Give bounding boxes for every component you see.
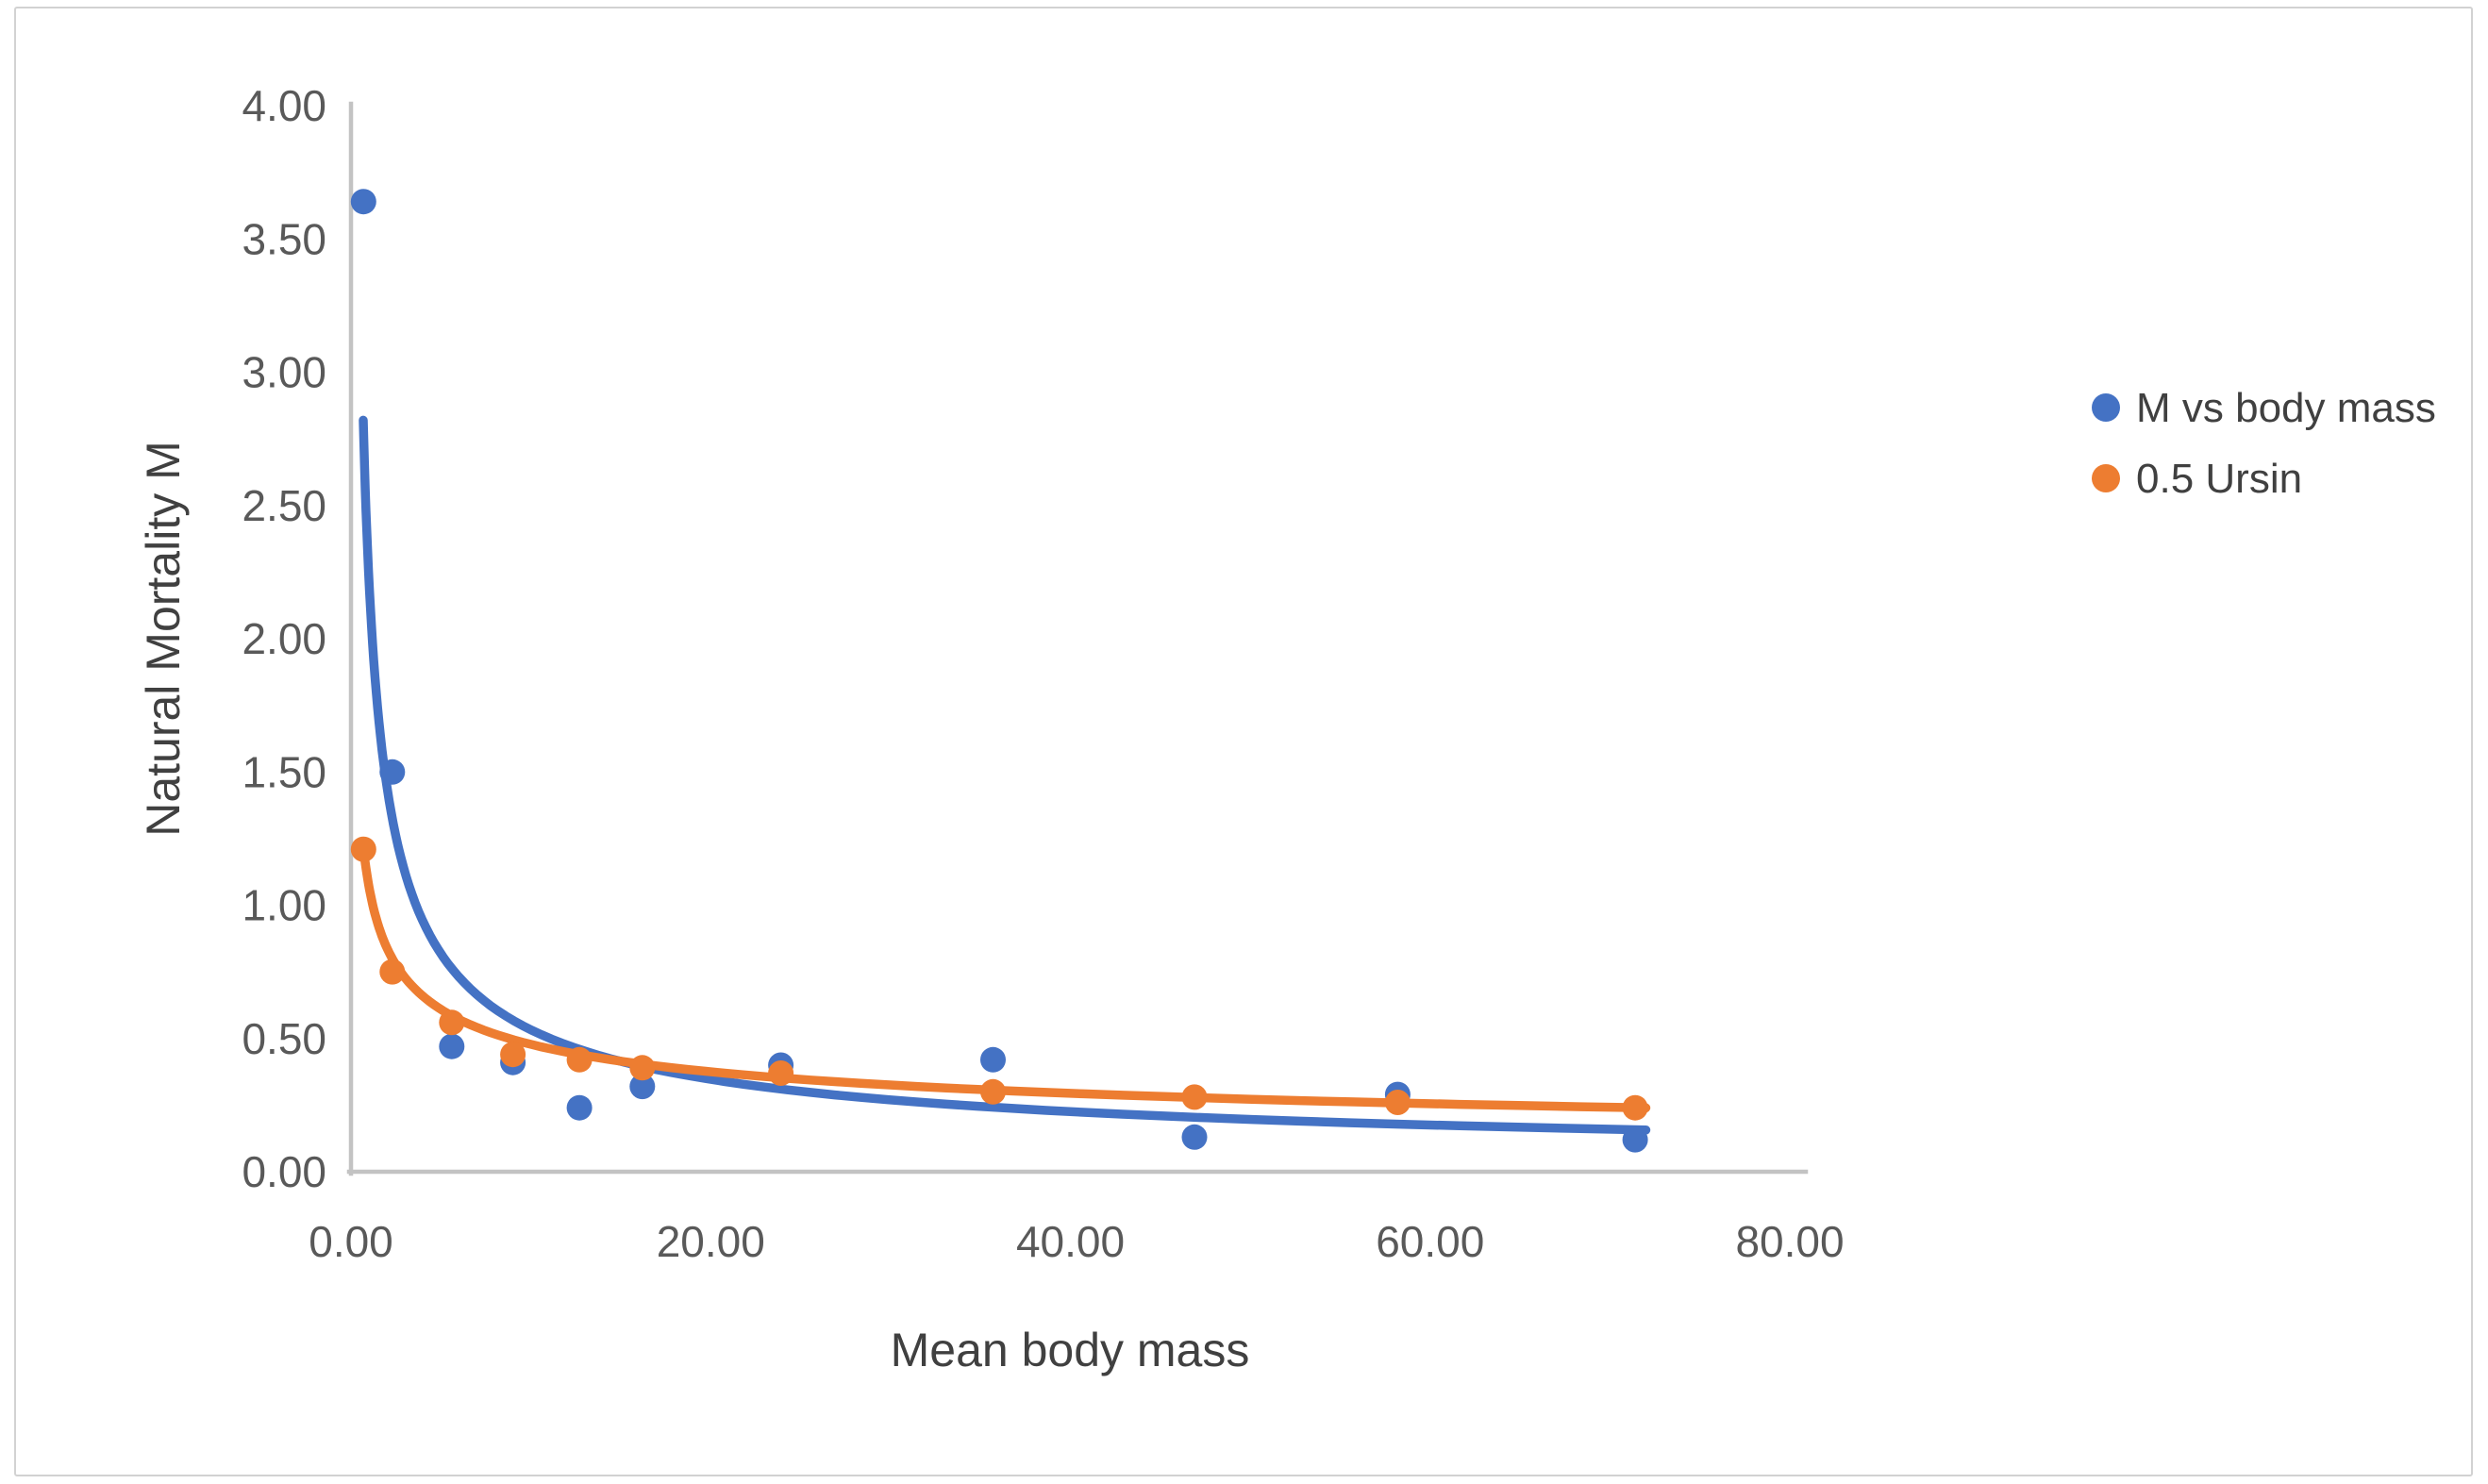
data-point[interactable] (1181, 1124, 1208, 1150)
data-point[interactable] (439, 1009, 465, 1036)
legend-label: M vs body mass (2136, 385, 2436, 431)
y-tick-label: 2.00 (242, 614, 326, 663)
data-point[interactable] (629, 1074, 656, 1100)
x-tick-label: 80.00 (1735, 1217, 1844, 1266)
y-tick-label: 0.50 (242, 1014, 326, 1063)
y-tick-label: 1.50 (242, 747, 326, 796)
legend-marker-blue-dot-icon (2092, 393, 2120, 422)
data-point[interactable] (980, 1078, 1006, 1105)
data-point[interactable] (768, 1060, 794, 1086)
x-tick-label: 20.00 (657, 1217, 765, 1266)
data-point[interactable] (500, 1042, 526, 1068)
x-tick-label: 40.00 (1016, 1217, 1125, 1266)
y-tick-label: 2.50 (242, 481, 326, 530)
data-point[interactable] (1181, 1084, 1208, 1110)
y-tick-label: 4.00 (242, 81, 326, 130)
chart-border (14, 7, 2473, 1476)
x-tick-label: 0.00 (309, 1217, 393, 1266)
plot-region (350, 189, 1651, 1153)
x-axis-tick-labels: 0.00 20.00 40.00 60.00 80.00 (309, 1217, 1844, 1266)
data-point[interactable] (1384, 1090, 1411, 1115)
x-axis-title: Mean body mass (891, 1324, 1250, 1376)
data-point[interactable] (350, 836, 376, 862)
data-point[interactable] (1622, 1094, 1648, 1121)
data-point[interactable] (439, 1033, 465, 1059)
legend-item-m-vs-body-mass[interactable]: M vs body mass (2092, 385, 2436, 431)
legend: M vs body mass 0.5 Ursin (2092, 385, 2436, 502)
y-tick-label: 1.00 (242, 881, 326, 930)
data-point[interactable] (350, 189, 376, 215)
y-tick-label: 3.00 (242, 348, 326, 397)
data-point[interactable] (566, 1046, 593, 1073)
y-axis-title: Natural Mortality M (137, 441, 190, 837)
data-point[interactable] (1622, 1126, 1648, 1153)
data-point[interactable] (379, 759, 406, 785)
legend-marker-orange-dot-icon (2092, 464, 2120, 492)
y-tick-label: 0.00 (242, 1147, 326, 1196)
legend-label: 0.5 Ursin (2136, 456, 2302, 502)
data-point[interactable] (379, 959, 406, 985)
y-axis-tick-labels: 0.00 0.50 1.00 1.50 2.00 2.50 3.00 3.50 4.00 (242, 81, 326, 1196)
trendline-blue (359, 415, 1651, 1135)
series-m-vs-body-mass (350, 189, 1648, 1153)
legend-item-ursin[interactable]: 0.5 Ursin (2092, 456, 2302, 502)
trendline-orange (359, 841, 1651, 1113)
y-tick-label: 3.50 (242, 214, 326, 263)
data-point[interactable] (980, 1046, 1006, 1073)
x-tick-label: 60.00 (1376, 1217, 1484, 1266)
data-point[interactable] (566, 1094, 593, 1121)
series-ursin (350, 836, 1648, 1121)
data-point[interactable] (629, 1055, 656, 1081)
